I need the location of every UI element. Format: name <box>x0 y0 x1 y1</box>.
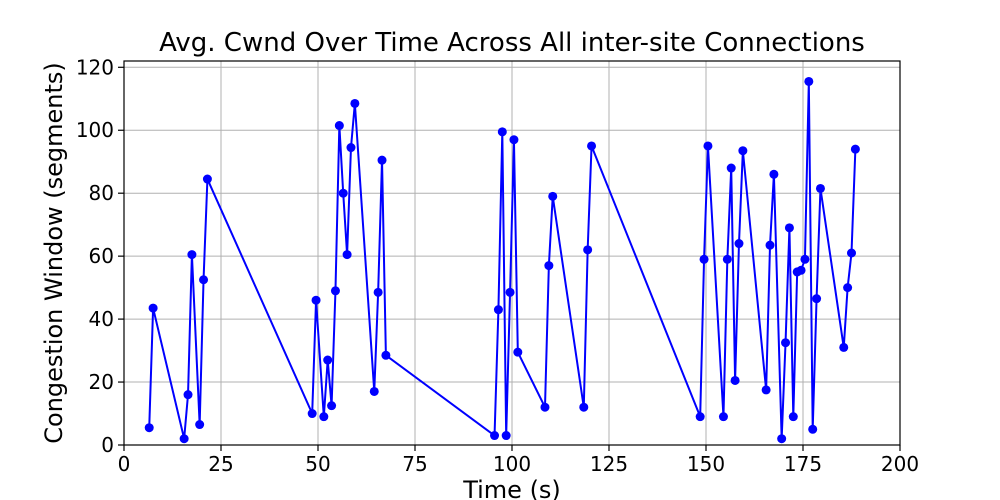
data-point <box>497 127 507 137</box>
data-point <box>812 294 822 304</box>
data-point <box>850 144 860 154</box>
data-point <box>381 350 391 360</box>
y-tick-label: 100 <box>76 118 114 142</box>
y-axis-label: Congestion Window (segments) <box>40 62 68 444</box>
y-tick-label: 20 <box>89 370 114 394</box>
data-point <box>815 183 825 193</box>
data-point <box>501 431 511 441</box>
x-tick-label: 175 <box>784 452 822 476</box>
data-point <box>369 386 379 396</box>
data-point <box>148 303 158 313</box>
data-point <box>726 163 736 173</box>
x-tick-label: 25 <box>208 452 233 476</box>
data-point <box>183 390 193 400</box>
x-tick-label: 100 <box>493 452 531 476</box>
y-tick-label: 80 <box>89 181 114 205</box>
data-point <box>587 141 597 151</box>
data-point <box>730 375 740 385</box>
data-point <box>734 239 744 249</box>
data-point <box>583 245 593 255</box>
data-point <box>788 412 798 422</box>
data-point <box>540 402 550 412</box>
data-point <box>346 143 356 153</box>
data-point <box>800 254 810 264</box>
data-point <box>493 305 503 315</box>
data-point <box>179 434 189 444</box>
data-point <box>777 434 787 444</box>
x-tick-label: 150 <box>687 452 725 476</box>
data-point <box>311 295 321 305</box>
data-point <box>509 135 519 145</box>
x-tick-label: 50 <box>305 452 330 476</box>
data-point <box>796 265 806 275</box>
x-tick-label: 125 <box>590 452 628 476</box>
data-point <box>373 287 383 297</box>
data-point <box>330 286 340 296</box>
data-point <box>761 385 771 395</box>
data-point <box>319 412 329 422</box>
data-point <box>765 240 775 250</box>
y-tick-label: 40 <box>89 307 114 331</box>
data-point <box>699 254 709 264</box>
data-point <box>490 431 500 441</box>
data-point <box>199 275 209 285</box>
data-point <box>202 174 212 184</box>
x-tick-label: 200 <box>881 452 919 476</box>
data-point <box>718 412 728 422</box>
data-point <box>769 169 779 179</box>
data-point <box>839 342 849 352</box>
data-point <box>548 191 558 201</box>
data-point <box>377 155 387 165</box>
data-point <box>843 283 853 293</box>
data-point <box>513 347 523 357</box>
data-point <box>323 355 333 365</box>
data-point <box>195 420 205 430</box>
data-point <box>334 121 344 131</box>
data-point <box>695 412 705 422</box>
data-point <box>579 402 589 412</box>
x-tick-label: 75 <box>402 452 427 476</box>
data-point <box>738 146 748 156</box>
x-axis-label: Time (s) <box>462 476 561 500</box>
x-tick-label: 0 <box>118 452 131 476</box>
data-point <box>781 338 791 348</box>
y-tick-label: 60 <box>89 244 114 268</box>
data-point <box>847 248 856 258</box>
data-point <box>703 141 713 151</box>
data-point <box>307 409 317 419</box>
data-point <box>544 261 554 271</box>
data-point <box>505 287 515 297</box>
data-point <box>187 250 197 260</box>
axis-ticks: 0 25 50 75 100 125 150 175 200 0 20 40 60 80 100 120 <box>76 55 919 476</box>
data-point <box>784 223 794 233</box>
data-point <box>804 76 814 86</box>
data-point <box>327 401 337 411</box>
data-point <box>342 250 352 260</box>
data-point <box>338 188 348 198</box>
y-tick-label: 0 <box>101 433 114 457</box>
data-point <box>722 254 732 264</box>
data-point <box>350 98 360 108</box>
chart-title: Avg. Cwnd Over Time Across All inter-sit… <box>159 28 865 58</box>
data-points <box>144 76 860 444</box>
data-point <box>144 423 154 433</box>
y-tick-label: 120 <box>76 55 114 79</box>
data-point <box>808 424 818 434</box>
